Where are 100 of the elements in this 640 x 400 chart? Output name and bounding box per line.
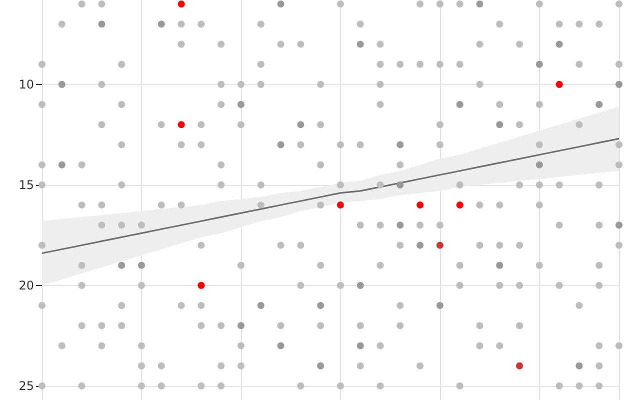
point	[317, 362, 324, 370]
point	[516, 282, 524, 289]
point	[476, 80, 484, 88]
point	[576, 60, 583, 68]
point	[237, 322, 244, 330]
point	[118, 262, 126, 269]
point	[476, 342, 484, 350]
point	[98, 20, 106, 28]
point	[436, 222, 444, 229]
point	[376, 60, 384, 68]
point	[416, 60, 424, 68]
point	[158, 362, 165, 370]
point	[516, 322, 524, 330]
point	[218, 382, 225, 390]
point	[237, 362, 244, 370]
point	[98, 222, 106, 229]
point	[198, 382, 205, 390]
point	[158, 121, 165, 128]
point	[336, 382, 344, 390]
point	[356, 282, 364, 289]
point	[576, 302, 583, 310]
point	[178, 121, 185, 128]
point	[416, 362, 424, 370]
point	[118, 322, 126, 330]
point	[536, 181, 543, 188]
point	[496, 121, 504, 128]
point	[596, 342, 603, 350]
point	[476, 0, 484, 8]
point	[376, 40, 384, 48]
point	[78, 262, 86, 269]
point	[576, 382, 583, 390]
point	[257, 302, 264, 310]
point	[38, 382, 46, 390]
point	[138, 382, 145, 390]
point	[257, 80, 264, 88]
point	[556, 382, 563, 390]
point	[178, 302, 185, 310]
point	[576, 121, 583, 128]
point	[158, 382, 165, 390]
point	[297, 282, 304, 289]
point	[616, 141, 622, 148]
point	[118, 60, 126, 68]
point	[336, 202, 344, 209]
point	[178, 40, 185, 48]
point	[356, 342, 364, 350]
point	[237, 342, 244, 350]
point	[218, 362, 225, 370]
point	[356, 141, 364, 148]
point	[317, 202, 324, 209]
point	[456, 282, 464, 289]
point	[198, 322, 205, 330]
point	[198, 20, 205, 28]
point	[496, 242, 504, 249]
point	[317, 80, 324, 88]
point	[596, 382, 603, 390]
point	[396, 181, 404, 188]
point	[496, 342, 504, 350]
point	[456, 60, 464, 68]
point	[616, 222, 622, 229]
point	[336, 181, 344, 188]
point	[38, 161, 46, 168]
point	[616, 0, 622, 8]
line-series	[41, 138, 620, 254]
point	[218, 101, 225, 108]
point	[516, 242, 524, 249]
point	[496, 202, 504, 209]
point	[78, 202, 86, 209]
point	[58, 342, 66, 350]
point	[297, 242, 304, 249]
point	[38, 101, 46, 108]
point	[416, 0, 424, 8]
point	[138, 342, 145, 350]
point	[317, 121, 324, 128]
point	[476, 40, 484, 48]
point	[376, 181, 384, 188]
point	[178, 141, 185, 148]
point	[456, 0, 464, 8]
point	[336, 141, 344, 148]
point	[78, 282, 86, 289]
point	[516, 40, 524, 48]
point	[58, 161, 66, 168]
point	[297, 141, 304, 148]
point	[277, 322, 284, 330]
point	[436, 141, 444, 148]
point	[476, 322, 484, 330]
point	[118, 302, 126, 310]
point	[78, 322, 86, 330]
point	[297, 121, 304, 128]
point	[98, 0, 106, 8]
point	[317, 161, 324, 168]
point	[516, 121, 524, 128]
point	[138, 282, 145, 289]
y-tick-label: 25	[18, 378, 34, 393]
point	[616, 80, 622, 88]
point	[317, 302, 324, 310]
point	[396, 141, 404, 148]
point	[516, 362, 524, 370]
point	[198, 302, 205, 310]
point	[277, 342, 284, 350]
point	[138, 222, 145, 229]
